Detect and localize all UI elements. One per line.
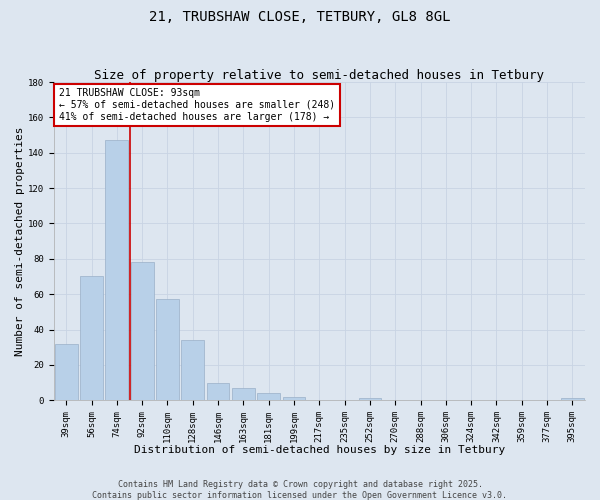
Text: 21 TRUBSHAW CLOSE: 93sqm
← 57% of semi-detached houses are smaller (248)
41% of : 21 TRUBSHAW CLOSE: 93sqm ← 57% of semi-d… xyxy=(59,88,335,122)
Text: Contains HM Land Registry data © Crown copyright and database right 2025.
Contai: Contains HM Land Registry data © Crown c… xyxy=(92,480,508,500)
Bar xyxy=(80,276,103,400)
X-axis label: Distribution of semi-detached houses by size in Tetbury: Distribution of semi-detached houses by … xyxy=(134,445,505,455)
Bar xyxy=(181,340,204,400)
Title: Size of property relative to semi-detached houses in Tetbury: Size of property relative to semi-detach… xyxy=(94,69,544,82)
Bar xyxy=(156,300,179,400)
Bar xyxy=(359,398,382,400)
Bar xyxy=(55,344,77,400)
Bar xyxy=(207,382,229,400)
Bar xyxy=(257,393,280,400)
Bar xyxy=(232,388,255,400)
Y-axis label: Number of semi-detached properties: Number of semi-detached properties xyxy=(15,126,25,356)
Text: 21, TRUBSHAW CLOSE, TETBURY, GL8 8GL: 21, TRUBSHAW CLOSE, TETBURY, GL8 8GL xyxy=(149,10,451,24)
Bar xyxy=(561,398,584,400)
Bar xyxy=(131,262,154,400)
Bar xyxy=(106,140,128,400)
Bar xyxy=(283,396,305,400)
